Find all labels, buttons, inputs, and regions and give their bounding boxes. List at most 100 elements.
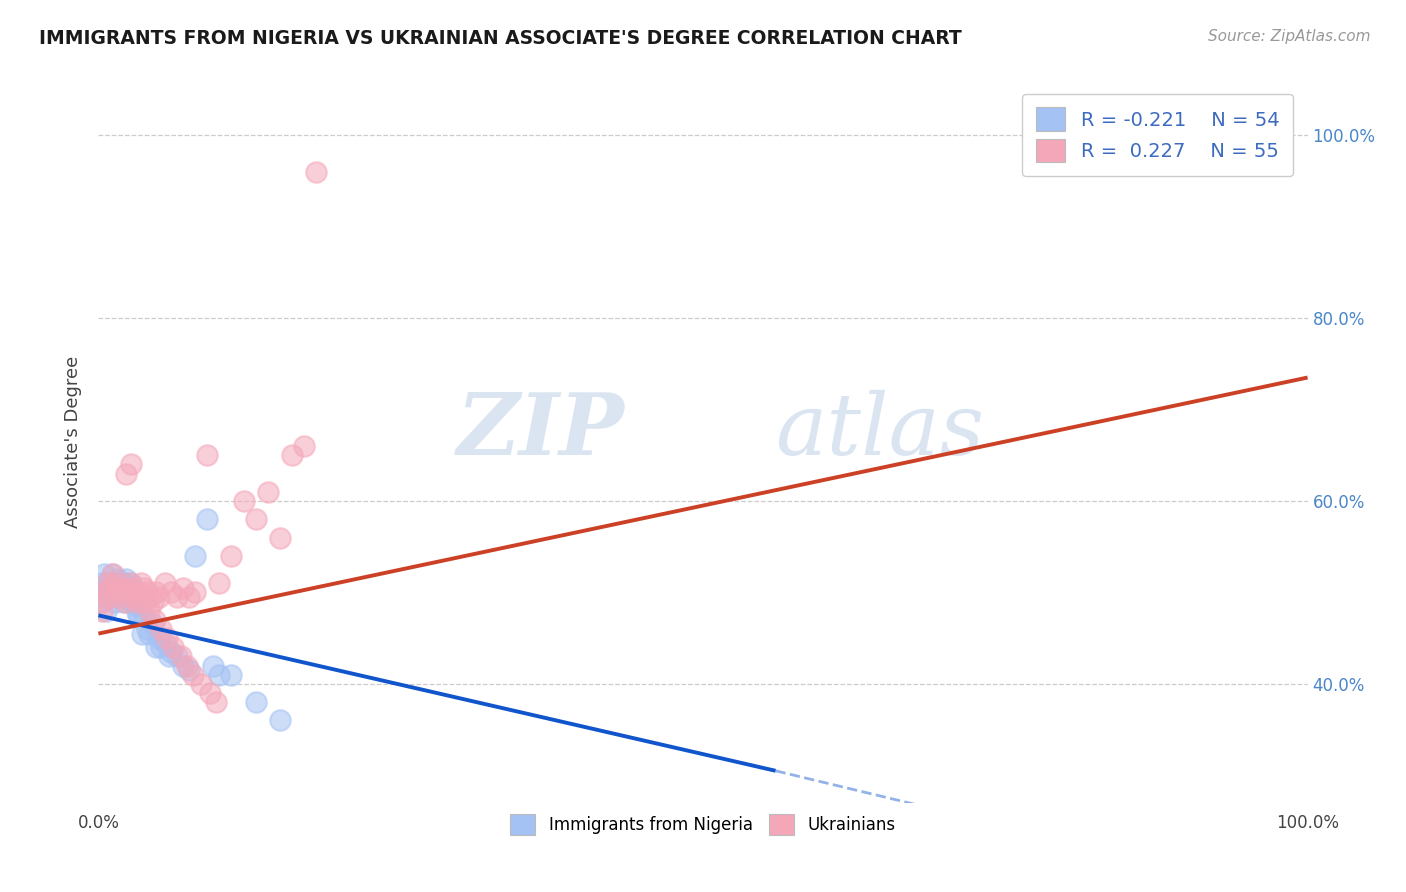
Point <box>120 576 142 591</box>
Point <box>114 581 136 595</box>
Point <box>118 581 141 595</box>
Point <box>176 658 198 673</box>
Point <box>100 590 122 604</box>
Point <box>100 567 122 582</box>
Point <box>245 512 267 526</box>
Point <box>221 667 243 681</box>
Text: Source: ZipAtlas.com: Source: ZipAtlas.com <box>1208 29 1371 44</box>
Point <box>131 626 153 640</box>
Point <box>148 590 170 604</box>
Point <box>111 576 134 591</box>
Point <box>104 594 127 608</box>
Point <box>96 590 118 604</box>
Point <box>157 649 180 664</box>
Point <box>107 585 129 599</box>
Point <box>139 590 162 604</box>
Point <box>93 567 115 582</box>
Point <box>162 640 184 655</box>
Point <box>281 448 304 462</box>
Point <box>190 677 212 691</box>
Point <box>184 585 207 599</box>
Point <box>172 658 194 673</box>
Text: ZIP: ZIP <box>457 389 624 473</box>
Point <box>105 581 128 595</box>
Point <box>127 608 149 623</box>
Point <box>129 576 152 591</box>
Point <box>135 622 157 636</box>
Point <box>150 622 173 636</box>
Point <box>122 590 145 604</box>
Point <box>115 467 138 481</box>
Point <box>91 585 114 599</box>
Point <box>104 576 127 591</box>
Point <box>121 581 143 595</box>
Point <box>202 658 225 673</box>
Point <box>127 594 149 608</box>
Point <box>198 686 221 700</box>
Point <box>221 549 243 563</box>
Point <box>127 585 149 599</box>
Point <box>107 572 129 586</box>
Point <box>112 594 135 608</box>
Point <box>195 448 218 462</box>
Point <box>108 590 131 604</box>
Point <box>208 667 231 681</box>
Point <box>90 594 112 608</box>
Point <box>118 576 141 591</box>
Y-axis label: Associate's Degree: Associate's Degree <box>63 355 82 528</box>
Point <box>115 572 138 586</box>
Point <box>145 585 167 599</box>
Point <box>245 695 267 709</box>
Point <box>134 608 156 623</box>
Point <box>96 576 118 591</box>
Text: IMMIGRANTS FROM NIGERIA VS UKRAINIAN ASSOCIATE'S DEGREE CORRELATION CHART: IMMIGRANTS FROM NIGERIA VS UKRAINIAN ASS… <box>39 29 962 47</box>
Point <box>138 626 160 640</box>
Point <box>98 581 121 595</box>
Point <box>256 484 278 499</box>
Point <box>90 594 112 608</box>
Point <box>204 695 226 709</box>
Point <box>269 714 291 728</box>
Point <box>232 494 254 508</box>
Point <box>179 590 201 604</box>
Point <box>145 640 167 655</box>
Point <box>101 576 124 591</box>
Point <box>117 585 139 599</box>
Point <box>195 512 218 526</box>
Point <box>292 439 315 453</box>
Point <box>98 590 121 604</box>
Point <box>100 581 122 595</box>
Point <box>150 640 173 655</box>
Point <box>117 590 139 604</box>
Point <box>127 604 149 618</box>
Point <box>118 594 141 608</box>
Point <box>120 458 142 472</box>
Point <box>97 576 120 591</box>
Point <box>129 594 152 608</box>
Point <box>156 631 179 645</box>
Point <box>142 617 165 632</box>
Point <box>166 590 188 604</box>
Point <box>142 594 165 608</box>
Point <box>111 581 134 595</box>
Point <box>93 585 115 599</box>
Point <box>148 631 170 645</box>
Point <box>91 604 114 618</box>
Point <box>114 594 136 608</box>
Text: atlas: atlas <box>776 390 984 472</box>
Point <box>108 585 131 599</box>
Point <box>132 594 155 608</box>
Point <box>269 531 291 545</box>
Point <box>124 590 146 604</box>
Point <box>138 604 160 618</box>
Point <box>101 567 124 582</box>
Point <box>143 613 166 627</box>
Point <box>166 649 188 664</box>
Point <box>179 663 201 677</box>
Point <box>208 576 231 591</box>
Point <box>172 581 194 595</box>
Point <box>153 636 176 650</box>
Point <box>135 585 157 599</box>
Point <box>91 576 114 591</box>
Point <box>125 599 148 614</box>
